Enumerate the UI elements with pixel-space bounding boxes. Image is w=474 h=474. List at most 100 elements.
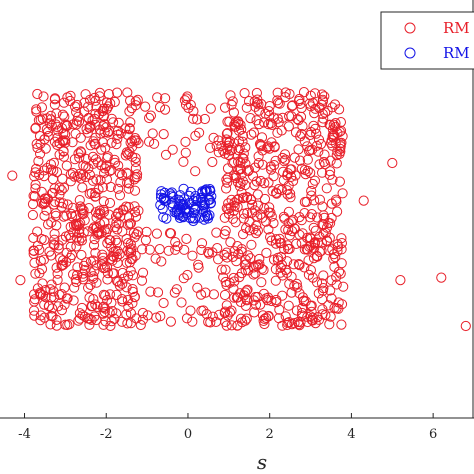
series-0-point (39, 210, 50, 221)
series-0-point (258, 264, 269, 276)
series-0-point (243, 250, 254, 261)
series-0-point (277, 290, 288, 301)
series-0-point (306, 185, 317, 197)
series-0-point (55, 253, 66, 264)
series-0-point (312, 251, 323, 262)
series-0-point (51, 220, 62, 231)
series-0-point (131, 229, 142, 240)
series-1-point (185, 213, 196, 224)
series-0-point (44, 118, 55, 129)
series-0-point (331, 158, 342, 169)
series-1-point (205, 198, 216, 209)
series-0-point (280, 154, 291, 165)
series-0-point (259, 117, 270, 128)
series-0-point (207, 311, 218, 322)
series-0-point (280, 87, 291, 98)
series-0-point (203, 247, 214, 258)
series-0-point (240, 287, 251, 298)
series-0-point (252, 211, 263, 222)
series-0-point (232, 194, 243, 205)
series-0-point (261, 312, 272, 323)
series-0-point (207, 156, 218, 168)
series-0-point (7, 170, 18, 181)
series-0-point (229, 276, 240, 287)
series-1-point (178, 200, 189, 211)
series-0-point (64, 230, 75, 241)
series-0-point (243, 164, 254, 175)
series-0-point (77, 310, 88, 321)
series-0-point (246, 239, 257, 250)
series-0-point (249, 307, 260, 318)
series-0-point (132, 94, 143, 106)
series-0-point (59, 299, 70, 310)
series-0-point (115, 177, 126, 188)
series-0-point (131, 313, 142, 324)
series-0-point (110, 245, 121, 256)
series-0-point (193, 262, 204, 273)
series-0-point (290, 170, 301, 181)
series-0-point (127, 286, 138, 297)
series-0-point (290, 127, 302, 138)
series-0-point (52, 139, 63, 150)
series-0-point (303, 269, 314, 280)
series-0-point (196, 244, 207, 255)
series-0-point (125, 318, 136, 329)
series-0-point (317, 96, 328, 107)
series-0-point (57, 136, 69, 147)
series-0-point (130, 156, 141, 168)
series-0-point (124, 123, 135, 134)
series-0-point (216, 264, 227, 275)
series-0-point (253, 99, 264, 110)
series-0-point (265, 161, 276, 172)
series-0-point (251, 87, 262, 99)
series-0-point (284, 278, 295, 289)
series-0-point (103, 89, 115, 100)
series-0-point (219, 212, 230, 223)
series-0-point (88, 273, 99, 284)
series-0-point (208, 289, 219, 300)
series-0-point (137, 244, 148, 255)
series-0-point (144, 112, 155, 124)
series-0-point (91, 212, 102, 223)
series-0-point (112, 237, 123, 248)
x-axis-label: s (257, 450, 267, 474)
series-0-point (65, 176, 77, 187)
x-tick-label: 6 (429, 427, 437, 442)
series-0-point (272, 87, 283, 98)
series-0-point (205, 142, 216, 153)
series-0-point (313, 314, 325, 325)
series-0-point (127, 253, 138, 264)
series-0-point (74, 308, 86, 319)
series-0-point (329, 99, 341, 110)
series-0-point (311, 128, 322, 139)
series-0-point (460, 320, 471, 332)
series-1-point (189, 213, 200, 224)
series-0-point (129, 201, 140, 212)
series-0-point (73, 111, 84, 122)
series-0-point (80, 153, 91, 164)
series-0-point (271, 188, 282, 199)
series-0-point (98, 308, 109, 319)
series-0-point (120, 150, 131, 161)
series-0-point (28, 289, 40, 300)
series-0-point (192, 282, 203, 293)
series-0-point (152, 287, 164, 298)
series-0-point (74, 313, 85, 324)
series-0-point (297, 292, 308, 303)
series-0-point (62, 199, 73, 210)
series-1-point (198, 206, 209, 217)
series-0-point (335, 117, 346, 128)
series-0-point (312, 212, 323, 223)
series-0-point (221, 247, 232, 258)
series-0-point (211, 227, 222, 238)
series-0-point (49, 234, 60, 245)
x-tick-label: -2 (100, 427, 113, 442)
series-0-point (220, 276, 231, 288)
series-0-point (308, 222, 319, 233)
series-0-point (329, 130, 340, 141)
series-0-point (30, 179, 41, 190)
series-0-point (94, 218, 106, 229)
series-0-point (84, 94, 96, 105)
series-0-point (294, 212, 305, 223)
